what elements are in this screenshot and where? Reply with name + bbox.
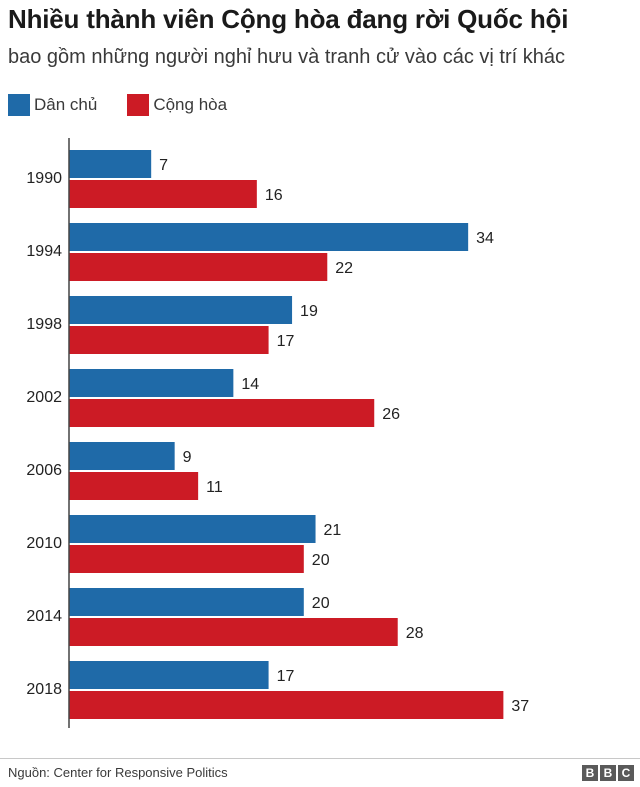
bar-rep [69, 691, 504, 719]
category-label: 2014 [26, 608, 62, 625]
category-label: 1998 [26, 316, 62, 333]
legend-label-rep: Cộng hòa [153, 95, 228, 114]
data-label: 34 [476, 230, 494, 247]
bar-dem [69, 661, 269, 689]
data-label: 20 [312, 595, 330, 612]
chart-subtitle: bao gồm những người nghỉ hưu và tranh cử… [8, 46, 565, 68]
category-label: 1994 [26, 243, 62, 260]
data-label: 7 [159, 157, 168, 174]
footer-divider [0, 758, 640, 759]
data-label: 17 [277, 668, 295, 685]
data-label: 16 [265, 187, 283, 204]
category-label: 2018 [26, 681, 62, 698]
category-label: 2006 [26, 462, 62, 479]
data-label: 14 [241, 376, 259, 393]
category-label: 2002 [26, 389, 62, 406]
bar-dem [69, 442, 175, 470]
category-label: 1990 [26, 170, 62, 187]
bar-rep [69, 399, 375, 427]
chart-title: Nhiều thành viên Cộng hòa đang rời Quốc … [8, 4, 569, 34]
data-label: 26 [382, 406, 400, 423]
bbc-logo: B B C [580, 765, 634, 781]
legend-swatch-dem [8, 94, 30, 116]
data-label: 9 [183, 449, 192, 466]
legend-label-dem: Dân chủ [34, 95, 98, 114]
data-label: 21 [324, 522, 342, 539]
bbc-logo-letter: B [582, 765, 598, 781]
data-label: 17 [277, 333, 295, 350]
bar-rep [69, 180, 257, 208]
bar-rep [69, 253, 328, 281]
legend-item-dem: Dân chủ [8, 94, 97, 116]
bar-dem [69, 369, 234, 397]
data-label: 11 [206, 479, 223, 496]
bar-dem [69, 150, 152, 178]
bar-dem [69, 588, 304, 616]
category-label: 2010 [26, 535, 62, 552]
data-label: 28 [406, 625, 424, 642]
bbc-logo-letter: B [600, 765, 616, 781]
legend: Dân chủ Cộng hòa [8, 94, 257, 116]
bar-dem [69, 515, 316, 543]
legend-item-rep: Cộng hòa [127, 94, 227, 116]
bbc-logo-letter: C [618, 765, 634, 781]
bar-rep [69, 545, 304, 573]
bar-rep [69, 326, 269, 354]
data-label: 37 [511, 698, 529, 715]
bar-rep [69, 618, 398, 646]
bar-rep [69, 472, 199, 500]
data-label: 20 [312, 552, 330, 569]
bar-dem [69, 296, 293, 324]
data-label: 22 [335, 260, 353, 277]
data-label: 19 [300, 303, 318, 320]
legend-swatch-rep [127, 94, 150, 116]
source-note: Nguồn: Center for Responsive Politics [8, 765, 228, 780]
bar-dem [69, 223, 469, 251]
